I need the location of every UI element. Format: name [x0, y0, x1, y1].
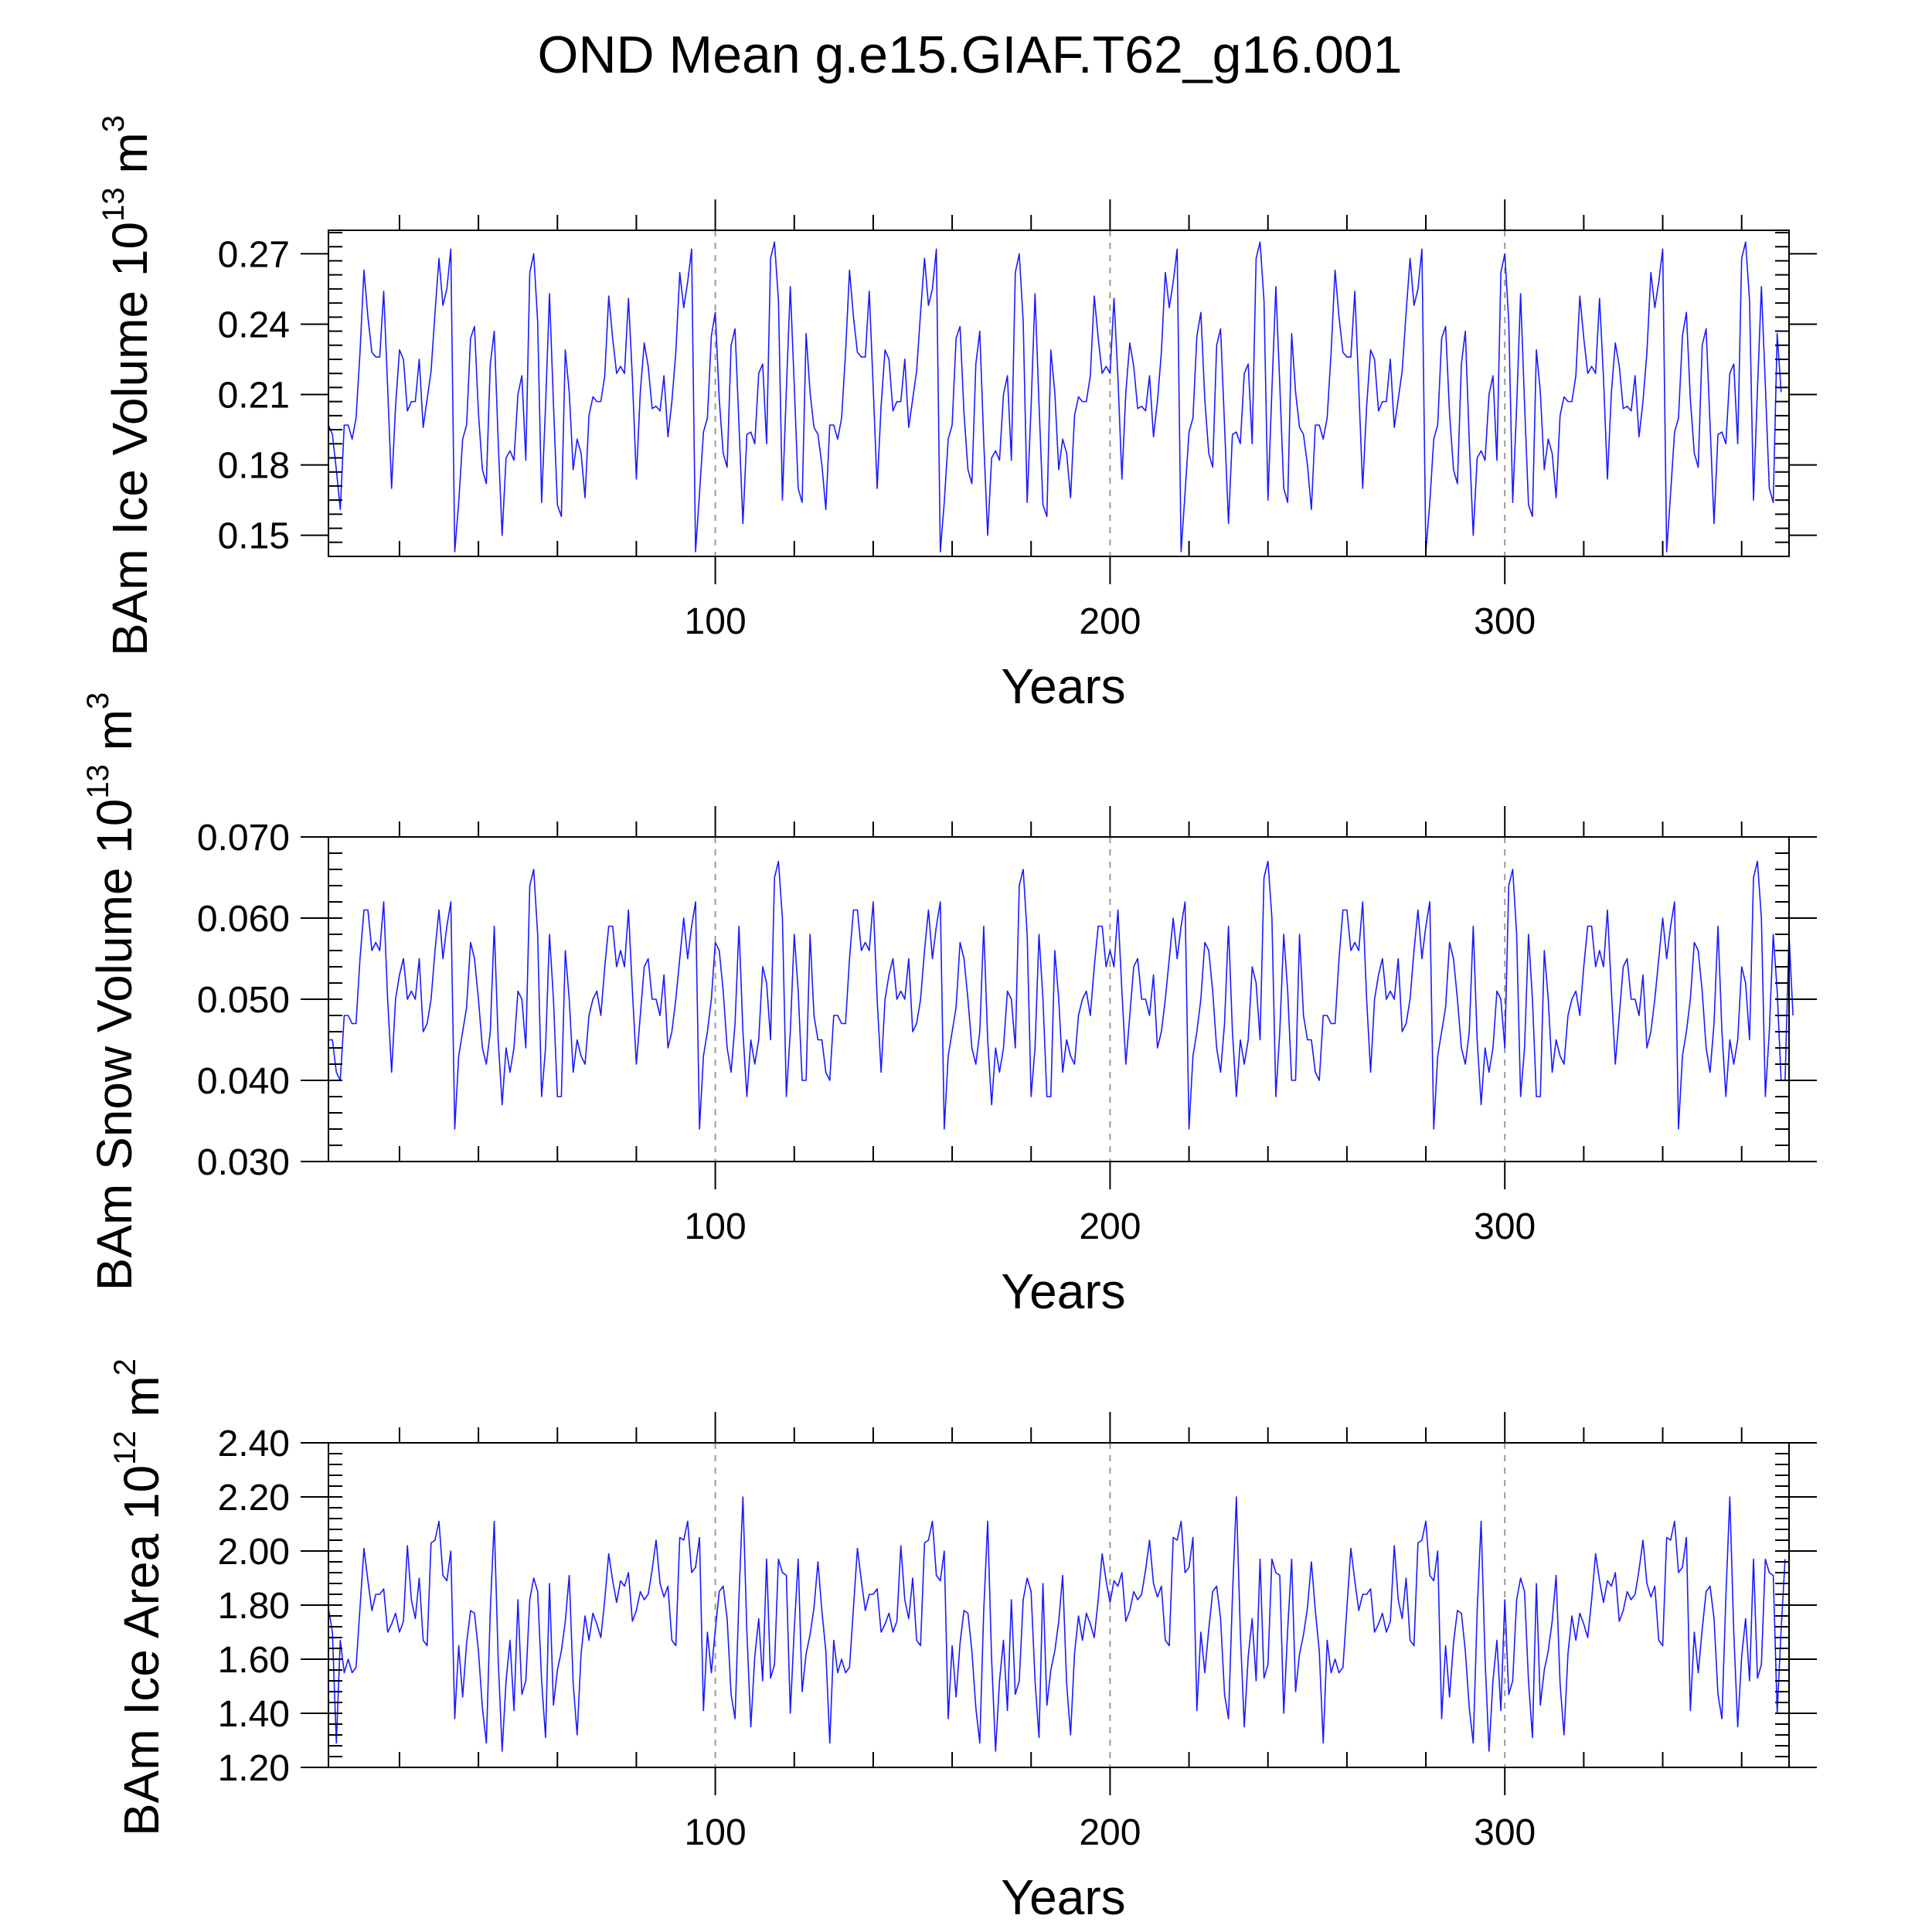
- y-tick-label: 2.40: [218, 1423, 290, 1464]
- y-tick-label: 0.24: [218, 304, 290, 345]
- series-line: [328, 1496, 1786, 1752]
- series-line: [328, 860, 1794, 1130]
- y-tick-label: 0.060: [197, 899, 290, 940]
- y-axis-title-unit: m: [114, 1376, 169, 1430]
- y-axis-title-exponent: 13: [97, 187, 131, 222]
- x-tick-label: 300: [1474, 601, 1536, 642]
- y-axis-title-unit-exponent: 3: [97, 115, 131, 132]
- plot-frame: [328, 230, 1790, 557]
- y-tick-label: 0.050: [197, 980, 290, 1021]
- y-axis-title: BAm Snow Volume 1013 m3: [81, 692, 142, 1291]
- y-tick-label: 0.070: [197, 818, 290, 859]
- x-tick-label: 200: [1079, 1206, 1141, 1247]
- y-tick-label: 1.20: [218, 1748, 290, 1789]
- y-tick-label: 0.27: [218, 234, 290, 275]
- y-tick-label: 0.040: [197, 1061, 290, 1102]
- x-tick-label: 100: [685, 601, 747, 642]
- y-tick-label: 0.18: [218, 446, 290, 487]
- panel-1: 100 200 300 0.15 0.18 0.21 0.24 0.27 Years BAm Ic…: [97, 115, 1817, 714]
- y-axis-title-unit: m: [87, 709, 142, 764]
- x-tick-label: 200: [1079, 1812, 1141, 1853]
- y-axis-title-unit: m: [102, 132, 158, 187]
- x-axis-title: Years: [1001, 1264, 1125, 1319]
- x-tick-label: 100: [685, 1206, 747, 1247]
- y-axis-title-main: BAm Ice Volume 10: [102, 222, 158, 656]
- panel-3: 100 200 300 1.20 1.40 1.60 1.80 2.00 2.20 2.40 Yea…: [108, 1359, 1817, 1925]
- y-axis-title-exponent: 12: [108, 1430, 142, 1465]
- y-axis-title-main: BAm Snow Volume 10: [87, 799, 142, 1291]
- x-tick-label: 300: [1474, 1206, 1536, 1247]
- figure-title: OND Mean g.e15.GIAF.T62_g16.001: [538, 26, 1403, 84]
- y-axis-title-unit-exponent: 3: [81, 692, 115, 709]
- y-tick-label: 0.030: [197, 1142, 290, 1183]
- y-tick-label: 2.20: [218, 1478, 290, 1519]
- x-tick-label: 200: [1079, 601, 1141, 642]
- panel-2: 100 200 300 0.030 0.040 0.050 0.060 0.070 Years B…: [81, 692, 1817, 1319]
- series-line: [328, 241, 1782, 553]
- x-axis-title: Years: [1001, 658, 1125, 714]
- y-tick-label: 1.60: [218, 1640, 290, 1681]
- y-axis-title-exponent: 13: [81, 764, 115, 799]
- x-tick-label: 100: [685, 1812, 747, 1853]
- plot-frame: [328, 1442, 1790, 1768]
- y-tick-label: 1.40: [218, 1694, 290, 1735]
- y-axis-title-main: BAm Ice Area 10: [114, 1465, 169, 1836]
- y-tick-label: 2.00: [218, 1532, 290, 1573]
- y-axis-title: BAm Ice Volume 1013 m3: [97, 115, 158, 656]
- y-axis-title-unit-exponent: 2: [108, 1359, 142, 1376]
- x-axis-title: Years: [1001, 1869, 1125, 1925]
- y-axis-title: BAm Ice Area 1012 m2: [108, 1359, 169, 1836]
- y-tick-label: 1.80: [218, 1586, 290, 1627]
- panels-container: 100 200 300 0.15 0.18 0.21 0.24 0.27 Years BAm Ic…: [81, 115, 1817, 1925]
- x-tick-label: 300: [1474, 1812, 1536, 1853]
- y-tick-label: 0.15: [218, 516, 290, 557]
- y-tick-label: 0.21: [218, 376, 290, 417]
